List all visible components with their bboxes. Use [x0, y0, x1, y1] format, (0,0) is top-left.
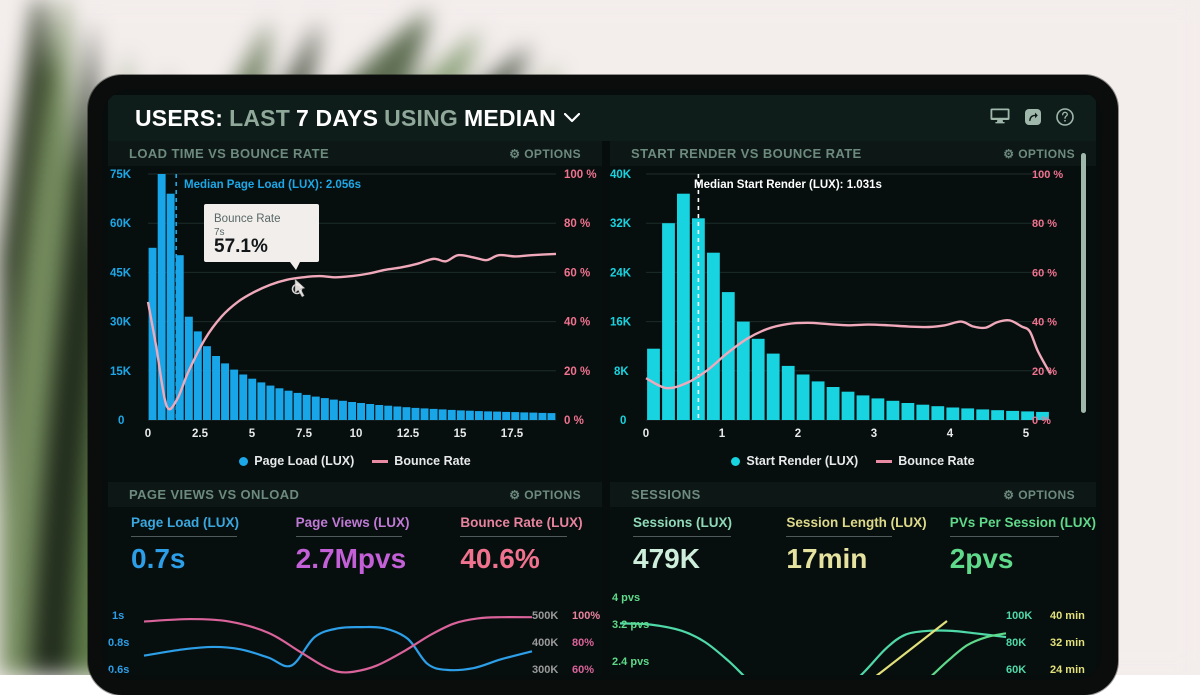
- svg-text:Median Page Load (LUX): 2.056s: Median Page Load (LUX): 2.056s: [184, 179, 361, 191]
- svg-text:75K: 75K: [110, 169, 132, 181]
- svg-text:40 %: 40 %: [564, 317, 590, 329]
- svg-text:8K: 8K: [614, 366, 629, 378]
- svg-text:17.5: 17.5: [501, 428, 524, 440]
- svg-text:40K: 40K: [610, 169, 632, 181]
- svg-text:100 %: 100 %: [1032, 169, 1063, 181]
- svg-text:12.5: 12.5: [397, 428, 420, 440]
- svg-text:2.4 pvs: 2.4 pvs: [612, 656, 649, 668]
- svg-text:60%: 60%: [572, 664, 594, 675]
- svg-text:15K: 15K: [110, 366, 132, 378]
- svg-text:100K: 100K: [1006, 610, 1032, 622]
- svg-text:60K: 60K: [110, 218, 132, 230]
- svg-text:5: 5: [249, 428, 256, 440]
- svg-text:400K: 400K: [532, 637, 558, 649]
- svg-text:Bounce Rate: Bounce Rate: [214, 213, 281, 225]
- svg-text:0.8s: 0.8s: [108, 637, 129, 649]
- svg-text:300K: 300K: [532, 664, 558, 675]
- svg-text:1s: 1s: [112, 610, 124, 622]
- svg-text:15: 15: [454, 428, 467, 440]
- svg-text:30K: 30K: [110, 317, 132, 329]
- svg-text:57.1%: 57.1%: [214, 236, 268, 257]
- svg-text:10: 10: [350, 428, 363, 440]
- svg-text:24 min: 24 min: [1050, 664, 1085, 675]
- svg-text:4: 4: [947, 428, 954, 440]
- svg-text:7.5: 7.5: [296, 428, 313, 440]
- svg-text:4 pvs: 4 pvs: [612, 592, 640, 604]
- svg-text:0: 0: [145, 428, 151, 440]
- svg-text:24K: 24K: [610, 267, 632, 279]
- svg-text:20 %: 20 %: [564, 366, 590, 378]
- svg-text:100%: 100%: [572, 610, 600, 622]
- svg-text:60K: 60K: [1006, 664, 1026, 675]
- svg-text:2: 2: [795, 428, 801, 440]
- svg-text:32 min: 32 min: [1050, 637, 1085, 649]
- svg-text:20 %: 20 %: [1032, 366, 1057, 378]
- svg-text:Median Start Render (LUX): 1.0: Median Start Render (LUX): 1.031s: [694, 179, 882, 191]
- svg-text:32K: 32K: [610, 218, 632, 230]
- svg-text:60 %: 60 %: [1032, 267, 1057, 279]
- svg-text:0: 0: [643, 428, 649, 440]
- svg-text:3: 3: [871, 428, 877, 440]
- svg-text:0: 0: [118, 415, 124, 427]
- svg-text:100 %: 100 %: [564, 169, 597, 181]
- svg-text:40 min: 40 min: [1050, 610, 1085, 622]
- svg-text:0.6s: 0.6s: [108, 664, 129, 675]
- svg-text:80 %: 80 %: [1032, 218, 1057, 230]
- svg-text:80 %: 80 %: [564, 218, 590, 230]
- svg-text:0: 0: [620, 415, 626, 427]
- svg-text:16K: 16K: [610, 317, 632, 329]
- svg-text:0 %: 0 %: [1032, 415, 1051, 427]
- svg-text:80K: 80K: [1006, 637, 1026, 649]
- svg-text:3.2 pvs: 3.2 pvs: [612, 619, 649, 631]
- svg-text:60 %: 60 %: [564, 267, 590, 279]
- svg-text:500K: 500K: [532, 610, 558, 622]
- svg-text:2.5: 2.5: [192, 428, 209, 440]
- svg-text:45K: 45K: [110, 267, 132, 279]
- svg-text:5: 5: [1023, 428, 1030, 440]
- svg-text:1: 1: [719, 428, 726, 440]
- svg-text:80%: 80%: [572, 637, 594, 649]
- svg-text:0 %: 0 %: [564, 415, 584, 427]
- svg-text:40 %: 40 %: [1032, 317, 1057, 329]
